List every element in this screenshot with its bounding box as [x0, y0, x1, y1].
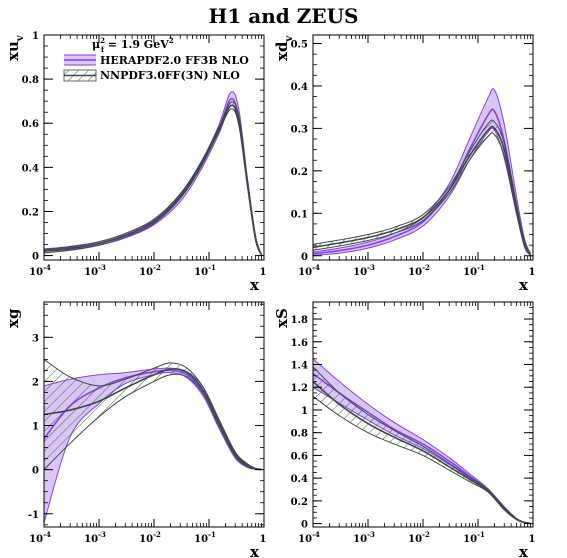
plot-area-xuv	[44, 91, 263, 256]
y-tick-label-xS-5: 1	[301, 406, 308, 417]
y-tick-label-xS-8: 1.6	[291, 338, 308, 349]
legend-item-nnpdf: NNPDF3.0FF(3N) NLO	[63, 69, 240, 82]
plot-area-xS	[313, 358, 531, 525]
y-tick-label-xdv-5: 0.5	[291, 39, 308, 50]
x-tick-label-xdv-3: 10-1	[463, 263, 485, 278]
y-tick-label-xdv-0: 0	[301, 252, 308, 263]
band-hera-upper-xdv	[313, 88, 531, 254]
legend: μ2 f = 1.9 GeV2 HERAPDF2.0 FF3B NLO NNPDF…	[63, 36, 249, 82]
band-nnpdf-upper-xuv	[44, 101, 262, 255]
y-axis-title-xuv: xuv	[4, 34, 26, 61]
x-tick-label-xuv-0: 10-4	[29, 263, 51, 278]
x-axis-title-xg: x	[250, 543, 260, 558]
x-tick-label-xdv-2: 10-2	[408, 263, 430, 278]
y-tick-label-xuv-4: 0.8	[22, 75, 39, 86]
y-tick-label-xdv-3: 0.3	[291, 124, 308, 135]
band-hera-upper-xuv	[44, 91, 262, 255]
x-tick-label-xuv-2: 10-2	[139, 263, 161, 278]
x-tick-label-xg-4: 1	[260, 534, 267, 545]
line-hera-xuv	[44, 97, 263, 256]
y-tick-label-xS-3: 0.6	[291, 451, 308, 462]
x-tick-label-xdv-1: 10-3	[353, 263, 375, 278]
plot-area-xg	[44, 358, 262, 523]
x-tick-label-xS-2: 10-2	[408, 530, 430, 545]
band-nnpdf-lower-xuv	[44, 108, 262, 256]
panel-xdv: 10-4 10-3 10-2 10-1 1 0 0.1 0.2 0.3 0.4 0.5 x xdv	[273, 34, 536, 294]
band-hera-lower-xuv	[44, 104, 262, 256]
y-axis-title-xS: xS	[273, 308, 291, 328]
panel-xS: 10-4 10-3 10-2 10-1 1 0 0.2 0.4 0.6 0.8 1 1.2 1.4 1.6…	[273, 301, 536, 558]
y-tick-label-xuv-0: 0	[32, 252, 39, 263]
x-axis-title-xS: x	[519, 543, 529, 558]
x-tick-label-xuv-1: 10-3	[84, 263, 106, 278]
x-tick-label-xdv-0: 10-4	[298, 263, 320, 278]
x-tick-label-xg-2: 10-2	[139, 530, 161, 545]
y-tick-label-xg-3: 2	[32, 377, 39, 388]
band-nnpdf-xg	[44, 359, 262, 470]
y-tick-label-xg-0: -1	[28, 510, 39, 521]
y-tick-label-xS-9: 1.8	[291, 315, 308, 326]
y-tick-label-xdv-2: 0.2	[291, 167, 308, 178]
band-nnpdf-xuv	[44, 101, 262, 256]
line-nnpdf-xS	[313, 380, 531, 525]
legend-label-hera: HERAPDF2.0 FF3B NLO	[100, 54, 249, 67]
line-nnpdf-xdv	[313, 125, 532, 255]
band-nnpdf-lower-xg	[44, 373, 262, 471]
x-tick-label-xdv-4: 1	[529, 267, 536, 278]
x-tick-label-xuv-4: 1	[260, 267, 267, 278]
band-hera-lower-xdv	[313, 127, 531, 256]
line-nnpdf-xuv	[44, 104, 263, 256]
y-tick-label-xuv-1: 0.2	[22, 207, 39, 218]
x-tick-label-xS-3: 10-1	[463, 530, 485, 545]
y-tick-label-xg-2: 1	[32, 422, 39, 433]
y-tick-label-xdv-1: 0.1	[291, 209, 308, 220]
y-tick-label-xS-6: 1.2	[291, 383, 308, 394]
band-hera-xuv	[44, 91, 262, 256]
y-tick-label-xg-4: 3	[32, 333, 39, 344]
y-tick-label-xuv-2: 0.4	[22, 163, 39, 174]
y-tick-label-xS-0: 0	[301, 520, 308, 531]
scale-annotation: μ2 f = 1.9 GeV2	[92, 36, 174, 54]
band-hera-xS	[313, 358, 531, 524]
band-nnpdf-xdv	[313, 119, 531, 256]
y-axis-title-xdv: xdv	[273, 35, 295, 61]
y-tick-label-xS-2: 0.4	[291, 474, 308, 485]
x-tick-label-xS-4: 1	[529, 534, 536, 545]
band-hera-xdv	[313, 88, 531, 256]
figure-title: H1 and ZEUS	[208, 4, 359, 28]
y-tick-label-xS-7: 1.4	[291, 361, 308, 372]
panel-xg: 10-4 10-3 10-2 10-1 1 -1 0 1 2 3 x xg	[4, 301, 267, 558]
y-tick-label-xdv-4: 0.4	[291, 82, 308, 93]
x-tick-label-xg-3: 10-1	[194, 530, 216, 545]
y-tick-label-xS-4: 0.8	[291, 429, 308, 440]
y-tick-label-xS-1: 0.2	[291, 497, 308, 508]
plot-area-xdv	[313, 88, 532, 256]
y-tick-label-xuv-5: 1	[32, 31, 39, 42]
band-nnpdf-lower-xdv	[313, 132, 531, 256]
band-nnpdf-upper-xdv	[313, 119, 531, 254]
legend-item-hera: HERAPDF2.0 FF3B NLO	[64, 54, 249, 67]
x-tick-label-xg-0: 10-4	[29, 530, 51, 545]
band-nnpdf-upper-xg	[44, 358, 262, 470]
y-axis-title-xg: xg	[4, 308, 22, 328]
x-tick-label-xg-1: 10-3	[84, 530, 106, 545]
x-tick-label-xuv-3: 10-1	[194, 263, 216, 278]
y-tick-label-xuv-3: 0.6	[22, 119, 39, 130]
legend-label-nnpdf: NNPDF3.0FF(3N) NLO	[100, 69, 240, 82]
x-axis-title-xuv: x	[250, 276, 260, 294]
x-tick-label-xS-0: 10-4	[298, 530, 320, 545]
x-tick-label-xS-1: 10-3	[353, 530, 375, 545]
x-axis-title-xdv: x	[519, 276, 529, 294]
line-nnpdf-xg	[44, 368, 262, 471]
y-tick-label-xg-1: 0	[32, 466, 39, 477]
